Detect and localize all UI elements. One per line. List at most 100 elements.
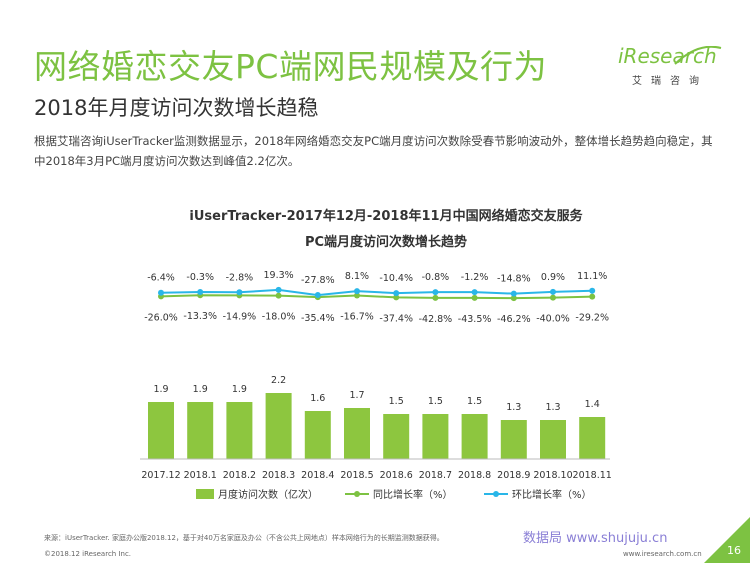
bar	[304, 411, 331, 459]
x-tick-label: 2018.7	[419, 470, 452, 481]
legend-bar-label: 月度访问次数（亿次）	[218, 488, 318, 501]
series-value-label: -18.0%	[262, 312, 296, 323]
x-tick-label: 2017.12	[141, 470, 180, 481]
logo-subtitle: 艾瑞咨询	[632, 76, 708, 87]
bar	[540, 420, 566, 459]
page-subtitle: 2018年月度访问次数增长趋稳	[34, 96, 319, 120]
chart-title-line1: iUserTracker-2017年12月-2018年11月中国网络婚恋交友服务	[189, 208, 583, 224]
series-point	[550, 294, 556, 301]
series-point	[589, 293, 596, 300]
iresearch-logo: iResearch 艾瑞咨询	[618, 44, 722, 88]
bar-value-label: 1.9	[153, 384, 168, 395]
series-value-label: -14.9%	[223, 311, 257, 322]
series-point	[432, 289, 439, 296]
series-value-label: -13.3%	[183, 311, 217, 322]
bar	[344, 408, 370, 459]
series-point	[471, 294, 478, 301]
series-value-label: 19.3%	[264, 270, 294, 281]
x-tick-label: 2018.11	[573, 470, 612, 481]
series-value-label: -43.5%	[458, 314, 492, 325]
series-value-label: -1.2%	[461, 272, 489, 283]
x-tick-label: 2018.9	[497, 470, 530, 481]
x-tick-label: 2018.3	[262, 470, 295, 481]
bar-value-label: 1.3	[506, 402, 521, 413]
legend-yoy-label: 同比增长率（%）	[373, 488, 453, 501]
logo-swoosh-icon	[674, 46, 722, 65]
series-value-label: -0.8%	[422, 272, 450, 283]
series-point	[158, 289, 164, 296]
source-note: 来源：iUserTracker. 家庭办公版2018.12，基于对40万名家庭及…	[44, 534, 444, 542]
corner-decoration	[704, 517, 750, 563]
bar	[422, 414, 449, 459]
series-point	[236, 289, 243, 296]
series-point	[510, 295, 517, 302]
bar	[226, 402, 253, 459]
bar	[148, 402, 174, 459]
chart-title-line2: PC端月度访问次数增长趋势	[305, 234, 467, 250]
bar-value-label: 1.5	[467, 396, 482, 407]
series-point	[393, 294, 400, 301]
bar-value-label: 1.3	[545, 402, 560, 413]
series-value-label: -29.2%	[575, 313, 609, 324]
series-value-label: -10.4%	[379, 273, 413, 284]
series-point	[471, 289, 478, 296]
page-title: 网络婚恋交友PC端网民规模及行为	[34, 47, 547, 86]
series-point	[314, 292, 321, 299]
series-value-label: -0.3%	[186, 272, 214, 283]
series-point	[275, 292, 282, 299]
series-value-label: -35.4%	[301, 313, 335, 324]
x-tick-label: 2018.6	[380, 470, 413, 481]
bar-value-label: 1.4	[585, 399, 600, 410]
bar-value-label: 1.9	[193, 384, 208, 395]
series-point	[354, 288, 360, 295]
series-point	[550, 288, 556, 295]
x-tick-label: 2018.5	[340, 470, 373, 481]
series-value-label: 11.1%	[577, 271, 607, 282]
website-link[interactable]: www.iresearch.com.cn	[623, 550, 702, 558]
series-point	[393, 290, 400, 297]
legend-mom-marker	[493, 491, 499, 497]
legend-yoy-marker	[354, 491, 360, 497]
series-value-label: -37.4%	[379, 313, 413, 324]
copyright: ©2018.12 iResearch Inc.	[44, 550, 132, 558]
series-value-label: -26.0%	[144, 312, 178, 323]
series-point	[589, 287, 596, 294]
series-value-label: -27.8%	[301, 275, 335, 286]
series-line	[160, 294, 593, 300]
bar-value-label: 2.2	[271, 375, 286, 386]
bar	[383, 414, 410, 459]
series-value-label: -42.8%	[419, 314, 453, 325]
series-point	[432, 294, 439, 301]
series-value-label: 8.1%	[345, 271, 369, 282]
bar-value-label: 1.5	[428, 396, 443, 407]
legend-bar-swatch	[196, 489, 214, 499]
bar	[265, 393, 292, 459]
watermark: 数据局 www.shujuju.cn	[523, 531, 668, 546]
series-value-label: -46.2%	[497, 314, 531, 325]
legend-mom-label: 环比增长率（%）	[512, 488, 592, 501]
logo-brand: iResearch	[618, 44, 717, 68]
x-tick-label: 2018.4	[301, 470, 334, 481]
series-value-label: -6.4%	[147, 273, 175, 284]
x-tick-label: 2018.2	[223, 470, 256, 481]
series-line	[160, 288, 593, 297]
bar-value-label: 1.5	[389, 396, 404, 407]
bar-value-label: 1.7	[349, 390, 364, 401]
x-tick-label: 2018.1	[184, 470, 217, 481]
series-point	[510, 290, 517, 297]
series-point	[354, 292, 360, 299]
bar	[187, 402, 214, 459]
series-value-label: 0.9%	[541, 272, 565, 283]
series-value-label: -40.0%	[536, 314, 570, 325]
description-text: 根据艾瑞咨询iUserTracker监测数据显示，2018年网络婚恋交友PC端月…	[34, 134, 713, 168]
x-tick-label: 2018.10	[533, 470, 572, 481]
bar-value-label: 1.9	[232, 384, 247, 395]
series-value-label: -16.7%	[340, 312, 374, 323]
series-point	[275, 286, 282, 293]
page-number: 16	[727, 544, 741, 557]
series-value-label: -14.8%	[497, 274, 531, 285]
bar	[579, 417, 606, 459]
bar	[461, 414, 488, 459]
x-tick-label: 2018.8	[458, 470, 491, 481]
